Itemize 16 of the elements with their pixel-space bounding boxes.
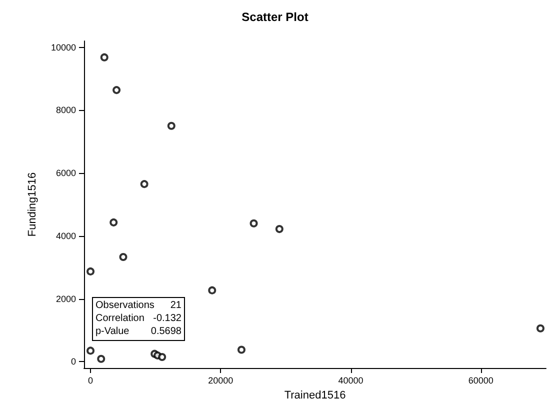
chart-title: Scatter Plot	[242, 10, 308, 24]
y-tick-label: 4000	[56, 230, 76, 241]
x-tick-label: 20000	[208, 376, 234, 386]
x-tick-label: 40000	[338, 376, 364, 386]
x-tick-label: 60000	[468, 376, 494, 386]
y-axis-title: Funding1516	[26, 172, 38, 237]
y-tick-label: 10000	[50, 42, 76, 52]
text: p-Value 0.5698	[96, 326, 182, 337]
y-tick-label: 8000	[56, 105, 76, 116]
x-axis-title: Trained1516	[284, 390, 346, 402]
annotation: Correlation -0.132	[96, 313, 182, 324]
y-tick-label: 2000	[56, 294, 76, 304]
y-tick-label: 0	[70, 356, 76, 367]
text: Observations 21	[96, 300, 182, 311]
y-tick-label: 6000	[56, 168, 76, 178]
x-tick-label: 0	[88, 376, 94, 386]
